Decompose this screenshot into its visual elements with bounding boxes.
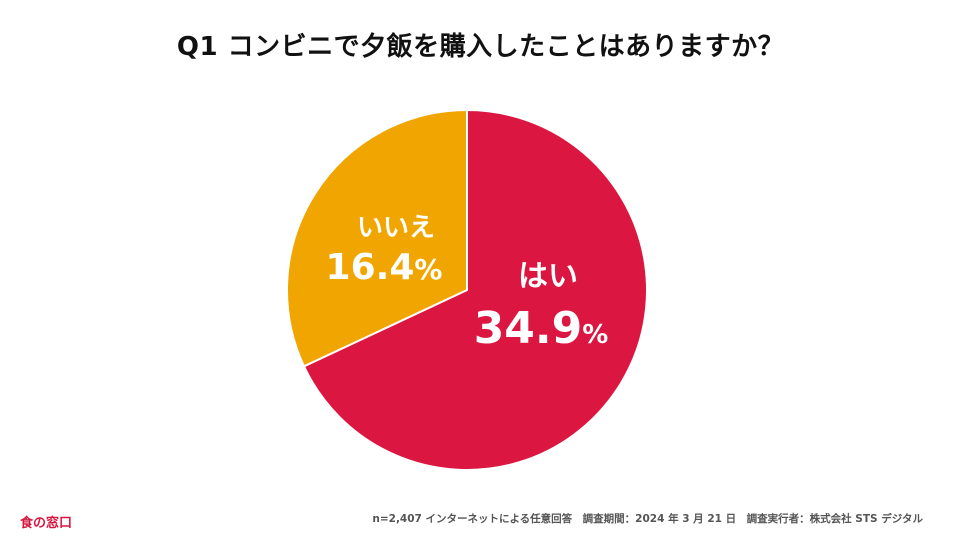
slice-percent-yes: % — [582, 320, 608, 350]
slice-label-no: いいえ — [357, 213, 435, 243]
slice-value-no: 16.4% — [326, 247, 443, 288]
brand-logo-text: 食の窓口 — [20, 516, 73, 531]
pie-slice-yes — [302, 108, 648, 471]
survey-note: n=2,407 インターネットによる任意回答 調査期間：2024 年 3 月 2… — [372, 513, 923, 525]
slice-percent-no: % — [414, 253, 442, 286]
slice-value-yes: 34.9% — [474, 303, 609, 354]
chart-title: Q1 コンビニで夕飯を購入したことはありますか？ — [176, 32, 785, 62]
slice-label-yes: はい — [518, 259, 578, 294]
pie-slice-no — [286, 108, 468, 368]
